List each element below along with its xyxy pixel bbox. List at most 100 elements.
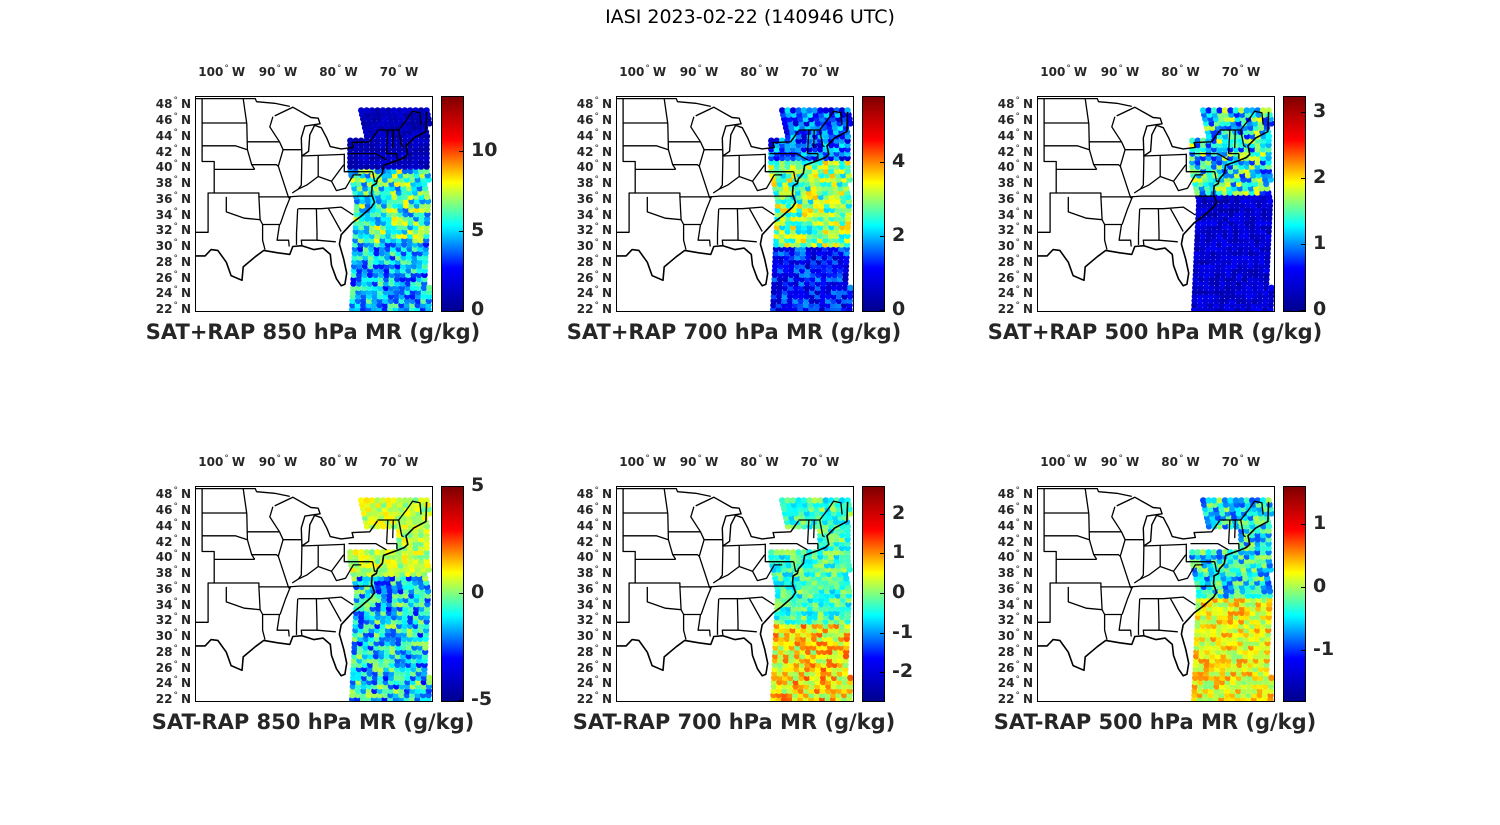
state-border xyxy=(716,598,720,635)
colorbar-tick-label: 1 xyxy=(892,541,906,564)
state-border xyxy=(716,208,720,245)
colorbar-tick-mark xyxy=(459,486,463,487)
colorbar-tick-label: 0 xyxy=(471,298,485,320)
state-border xyxy=(1093,141,1126,167)
state-border xyxy=(1142,598,1160,636)
lat-tick-label: 32° N xyxy=(155,222,191,238)
swath-point xyxy=(811,497,819,504)
lat-degree: 30 xyxy=(997,239,1015,254)
lat-tick-label: 24° N xyxy=(576,675,612,691)
swath-point xyxy=(396,107,403,114)
lat-tick-label: 26° N xyxy=(576,269,612,285)
swath-point xyxy=(779,549,786,556)
lon-degree: 70 xyxy=(1221,65,1239,79)
lat-degree: 40 xyxy=(997,160,1015,175)
lat-tick-label: 48° N xyxy=(576,486,612,502)
lon-degree: 80 xyxy=(1161,65,1178,79)
lon-degree: 90 xyxy=(1100,455,1118,469)
lon-tick-label: 90° W xyxy=(1100,454,1140,469)
lat-dir: N xyxy=(180,581,191,596)
swath-point xyxy=(838,154,846,162)
swath-point xyxy=(806,497,813,504)
swath-point xyxy=(822,107,829,114)
swath-point xyxy=(1227,154,1234,162)
lat-degree: 32 xyxy=(155,223,173,238)
state-border xyxy=(679,195,794,198)
lat-tick-label: 38° N xyxy=(155,175,191,191)
lat-degree: 38 xyxy=(997,176,1015,191)
lat-dir: N xyxy=(1022,550,1033,565)
lat-dir: N xyxy=(180,128,191,143)
state-border xyxy=(277,555,292,615)
lat-tick-label: 46° N xyxy=(155,112,191,128)
lon-dir: W xyxy=(404,455,419,469)
lat-tick-label: 32° N xyxy=(155,612,191,628)
swath-point xyxy=(789,154,797,162)
lat-tick-label: 38° N xyxy=(576,175,612,191)
lat-degree: 42 xyxy=(997,534,1015,549)
panel-title: SAT+RAP 850 hPa MR (g/kg) xyxy=(145,320,481,344)
swath-point xyxy=(1232,107,1240,114)
state-border xyxy=(722,543,766,547)
state-border xyxy=(1067,586,1103,611)
lat-dir: N xyxy=(1022,113,1033,128)
swath-point xyxy=(423,107,430,114)
lat-degree: 36 xyxy=(576,581,594,596)
swath-point xyxy=(407,497,414,504)
state-border xyxy=(330,164,362,192)
state-border xyxy=(719,565,753,580)
colorbar-tick-mark xyxy=(880,632,884,634)
state-border xyxy=(330,554,362,582)
lat-degree: 36 xyxy=(155,581,173,596)
lon-dir: W xyxy=(1125,65,1140,79)
map-svg xyxy=(1038,97,1274,311)
lat-degree: 26 xyxy=(997,660,1015,675)
lat-dir: N xyxy=(1022,566,1033,581)
lon-dir: W xyxy=(1073,65,1088,79)
lat-dir: N xyxy=(1022,160,1033,175)
state-border xyxy=(1100,195,1215,198)
state-border xyxy=(392,129,394,149)
colorbar-tick-mark xyxy=(1301,178,1305,180)
lat-dir: N xyxy=(1022,644,1033,659)
lat-tick-label: 46° N xyxy=(997,502,1033,518)
lat-degree: 22 xyxy=(576,692,594,706)
state-border xyxy=(298,175,332,190)
swath-point xyxy=(417,544,425,552)
state-border xyxy=(1234,519,1236,539)
lat-degree: 38 xyxy=(155,176,173,191)
lon-dir: W xyxy=(344,455,358,469)
lat-dir: N xyxy=(1022,286,1033,301)
lat-tick-label: 26° N xyxy=(576,659,612,675)
lon-tick-label: 70° W xyxy=(1221,454,1261,469)
lon-tick-label: 80° W xyxy=(319,454,358,469)
coastline xyxy=(617,111,849,287)
swath-point xyxy=(1254,544,1261,552)
swath-point xyxy=(1210,549,1218,556)
state-border xyxy=(1158,629,1178,633)
swath-point xyxy=(1232,497,1240,504)
state-border xyxy=(372,561,378,572)
swath-point xyxy=(784,497,791,504)
swath-point xyxy=(784,154,791,162)
lat-degree: 26 xyxy=(576,660,594,675)
lat-dir: N xyxy=(601,302,612,316)
lat-degree: 36 xyxy=(155,191,173,206)
swath-points xyxy=(768,107,853,311)
state-border xyxy=(1219,110,1264,131)
state-border xyxy=(258,195,373,198)
colorbar-tick-label: 0 xyxy=(1313,298,1327,320)
swath-point xyxy=(795,154,802,162)
lon-degree: 100 xyxy=(1040,455,1066,469)
lon-dir: W xyxy=(1186,455,1200,469)
swath-point xyxy=(358,154,365,162)
state-border xyxy=(672,141,705,167)
swath-point xyxy=(795,107,802,114)
lat-dir: N xyxy=(180,676,191,691)
lat-dir: N xyxy=(180,629,191,644)
lat-dir: N xyxy=(601,97,612,112)
swath-point xyxy=(784,107,791,114)
lat-degree: 28 xyxy=(576,254,594,269)
swath-point xyxy=(795,497,802,504)
lat-dir: N xyxy=(180,207,191,222)
